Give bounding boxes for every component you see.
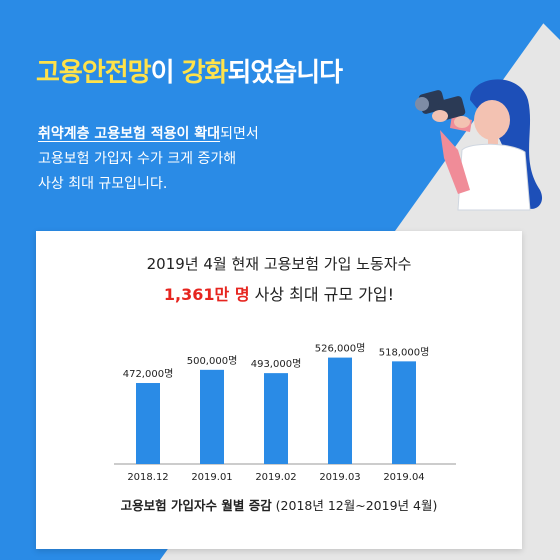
bar-2019.04: [392, 361, 416, 464]
intro-line-1-rest: 되면서: [220, 126, 259, 142]
chart-title: 2019년 4월 현재 고용보험 가입 노동자수: [146, 255, 412, 273]
intro-emphasis: 취약계층 고용보험 적용이 확대: [38, 126, 221, 142]
intro-line-2: 고용보험 가입자 수가 크게 증가해: [38, 151, 237, 167]
chart-caption-bold: 고용보험 가입자수 월별 증감: [120, 498, 272, 513]
data-label-2019.02: 493,000명: [251, 358, 302, 370]
bar-2018.12: [136, 383, 160, 464]
headline-part-2: 이: [150, 58, 182, 88]
data-label-2019.01: 500,000명: [187, 355, 238, 367]
tick-label-2018.12: 2018.12: [127, 472, 168, 483]
chart-subtitle-rest: 사상 최대 규모 가입!: [249, 285, 395, 304]
headline-part-4: 되었습니다: [227, 58, 343, 88]
headline-part-3: 강화: [181, 58, 229, 88]
data-label-2019.04: 518,000명: [379, 346, 430, 358]
intro-line-1: 취약계층 고용보험 적용이 확대되면서: [38, 122, 338, 147]
data-label-2019.03: 526,000명: [315, 343, 366, 355]
bar-2019.02: [264, 373, 288, 464]
intro-text: 취약계층 고용보험 적용이 확대되면서 고용보험 가입자 수가 크게 증가해 사…: [38, 122, 338, 197]
headline: 고용안전망이 강화되었습니다: [36, 52, 343, 89]
chart-subtitle-highlight: 1,361만 명: [163, 285, 250, 304]
bar-2019.01: [200, 369, 224, 464]
bar-2019.03: [328, 357, 352, 464]
bar-chart: 472,000명 2018.12 500,000명 2019.01 493,000명 20…: [114, 343, 456, 483]
tick-label-2019.02: 2019.02: [255, 472, 296, 483]
intro-line-3: 사상 최대 규모입니다.: [38, 176, 168, 192]
chart-caption-rest: (2018년 12월~2019년 4월): [271, 498, 438, 513]
chart-subtitle: 1,361만 명 사상 최대 규모 가입!: [36, 281, 522, 305]
chart-card: 2019년 4월 현재 고용보험 가입 노동자수 1,361만 명 사상 최대 …: [36, 231, 522, 549]
data-label-2018.12: 472,000명: [123, 368, 174, 380]
tick-label-2019.01: 2019.01: [191, 472, 232, 483]
tick-label-2019.04: 2019.04: [383, 472, 424, 483]
tick-label-2019.03: 2019.03: [319, 472, 360, 483]
chart-caption: 고용보험 가입자수 월별 증감 (2018년 12월~2019년 4월): [36, 495, 522, 514]
woman-with-binoculars-illustration: [415, 79, 543, 211]
headline-part-1: 고용안전망: [36, 58, 152, 88]
